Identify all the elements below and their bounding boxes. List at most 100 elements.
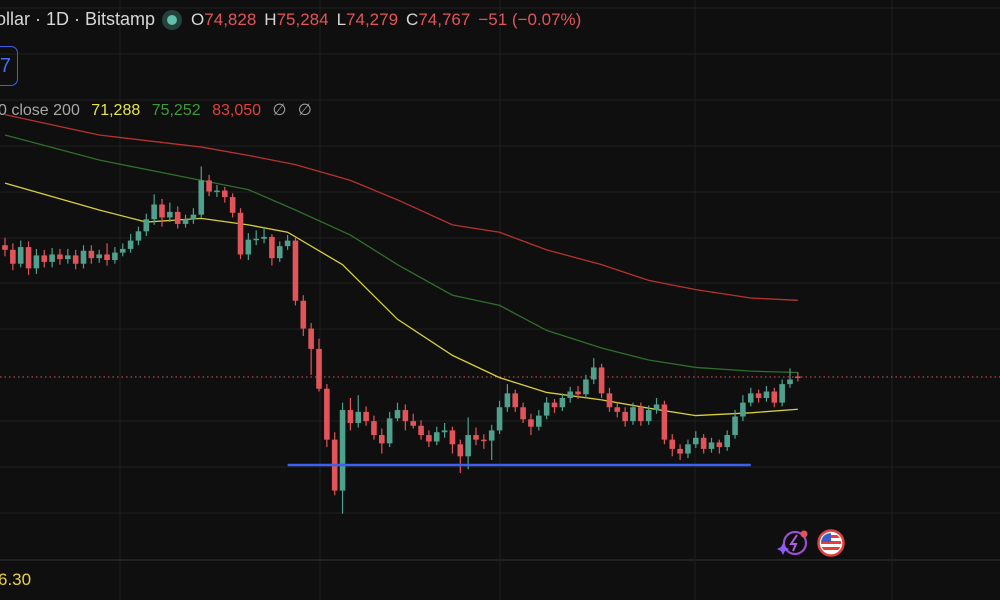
candle-body	[386, 418, 393, 444]
candle-body	[300, 300, 307, 329]
candle-body	[700, 437, 707, 449]
ma-value-2: 75,252	[151, 102, 201, 119]
candle-body	[771, 391, 778, 403]
candle-body	[206, 180, 212, 192]
candle-body	[465, 435, 471, 457]
candle-body	[379, 435, 385, 444]
candle-body	[606, 393, 613, 408]
candle-body	[112, 252, 118, 261]
candle-body	[559, 397, 566, 408]
candle-body	[747, 393, 754, 403]
candle-body	[292, 240, 299, 301]
candle-body	[339, 410, 346, 491]
candle-body	[65, 255, 71, 260]
candle-body	[245, 239, 252, 255]
candle-body	[653, 404, 660, 411]
empty-value-2: ∅	[297, 102, 312, 119]
candle-body	[418, 425, 424, 436]
candle-body	[795, 376, 801, 378]
candle-body	[630, 407, 636, 422]
candle-body	[229, 197, 236, 213]
candle-body	[308, 328, 314, 349]
candle-body	[457, 444, 464, 457]
candle-body	[520, 407, 526, 420]
candle-body	[394, 410, 401, 419]
candle-body	[441, 430, 448, 433]
ai-sparkle-lightning-icon[interactable]	[777, 529, 811, 557]
candle-body	[25, 247, 32, 269]
candle-body	[543, 402, 550, 416]
candle-body	[433, 432, 440, 442]
empty-value-1: ∅	[272, 102, 287, 119]
candle-body	[119, 248, 126, 253]
candle-body	[324, 388, 330, 440]
chart-header: ollar · 1D · Bitstamp O74,828 H75,284 L7…	[0, 9, 589, 30]
candle-body	[104, 254, 110, 261]
candle-body	[159, 204, 165, 218]
indicator-badge[interactable]: 7	[0, 46, 18, 86]
candle-body	[551, 402, 558, 408]
moving-average-line-1	[4, 182, 798, 417]
candle-body	[583, 379, 589, 395]
candle-body	[72, 255, 79, 264]
ohlc-open: O74,828	[191, 9, 257, 29]
candle-body	[269, 236, 275, 259]
candle-body	[261, 236, 267, 239]
moving-average-line-2	[4, 134, 798, 374]
candle-body	[410, 421, 416, 426]
candle-body	[763, 391, 770, 398]
ohlc-change: −51 (−0.07%)	[478, 9, 582, 29]
candle-body	[182, 219, 189, 224]
candle-body	[41, 255, 48, 262]
candle-body	[724, 435, 730, 448]
candle-body	[363, 411, 369, 422]
candle-body	[614, 407, 621, 412]
candle-body	[96, 254, 102, 259]
ohlc-high: H75,284	[264, 9, 329, 29]
symbol-title[interactable]: ollar · 1D · Bitstamp	[0, 9, 156, 29]
candle-body	[481, 439, 487, 442]
candle-body	[685, 444, 691, 454]
ma-value-1: 71,288	[91, 102, 141, 119]
candle-body	[174, 211, 181, 224]
candle-body	[449, 430, 456, 445]
candle-body	[371, 421, 377, 436]
candle-body	[17, 247, 24, 264]
candle-body	[496, 407, 503, 431]
candle-body	[473, 435, 479, 440]
candle-body	[590, 367, 597, 380]
candle-body	[661, 404, 668, 440]
us-flag-icon[interactable]	[817, 529, 845, 557]
candle-body	[284, 240, 291, 247]
candle-body	[402, 410, 409, 422]
candle-body	[253, 238, 259, 241]
candle-body	[2, 245, 8, 250]
candle-body	[316, 348, 322, 389]
ohlc-low: L74,279	[336, 9, 399, 29]
candle-body	[237, 212, 244, 255]
candle-body	[779, 384, 785, 403]
candle-body	[638, 407, 644, 422]
candle-body	[755, 393, 762, 398]
candle-body	[693, 437, 699, 445]
candle-body	[787, 379, 793, 385]
candle-body	[10, 249, 16, 264]
candle-body	[214, 190, 220, 193]
candle-body	[716, 442, 723, 448]
candle-body	[677, 448, 683, 454]
candle-body	[567, 391, 573, 398]
candle-body	[347, 410, 354, 423]
candle-body	[127, 240, 134, 249]
ma-indicator-legend[interactable]: 0 close 200 71,288 75,252 83,050 ∅ ∅	[0, 100, 319, 120]
candle-body	[135, 231, 142, 241]
candle-body	[708, 442, 715, 449]
candle-body	[622, 411, 628, 422]
candle-body	[190, 214, 197, 220]
candle-body	[57, 254, 63, 260]
candle-body	[488, 430, 495, 441]
ma-indicator-label: 0 close 200	[0, 102, 80, 119]
candle-body	[512, 393, 519, 408]
moving-average-line-3	[4, 114, 798, 301]
ohlc-close: C74,767	[406, 9, 471, 29]
